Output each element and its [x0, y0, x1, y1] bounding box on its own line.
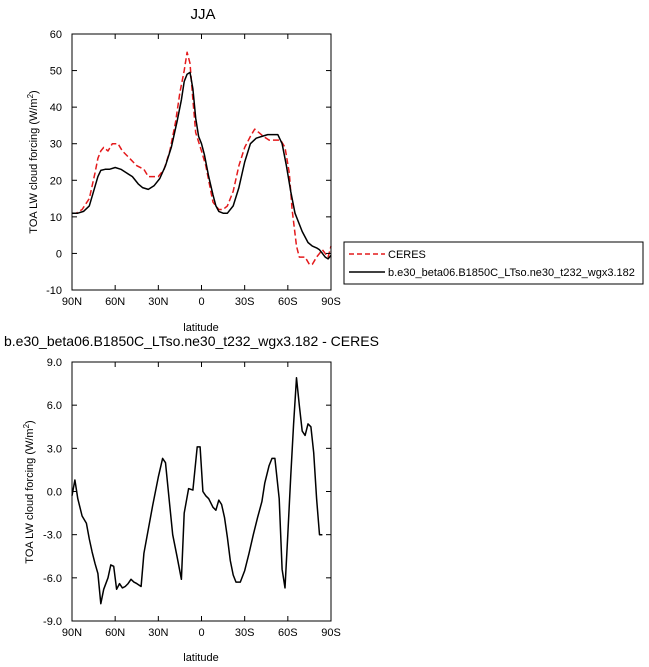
top-x-tick-label: 0 — [198, 296, 204, 308]
top-plot-area — [72, 51, 332, 266]
top-y-tick-label: 60 — [50, 29, 62, 41]
bottom-x-tick-label: 60N — [105, 627, 125, 639]
legend-box — [343, 241, 644, 285]
top-y-axis-label: TOA LW cloud forcing (W/m2) — [26, 90, 40, 233]
bottom-y-tick-label: -6.0 — [43, 573, 62, 585]
bottom-y-axis: -9.0 -6.0 -3.0 0.0 3.0 6.0 9.0 — [43, 357, 331, 628]
bottom-chart: b.e30_beta06.B1850C_LTso.ne30_t232_wgx3.… — [4, 333, 379, 664]
top-y-tick-label: -10 — [46, 285, 62, 297]
legend-label-model: b.e30_beta06.B1850C_LTso.ne30_t232_wgx3.… — [388, 267, 635, 279]
legend-label-ceres: CERES — [388, 249, 426, 261]
top-y-tick-label: 0 — [56, 248, 62, 260]
bottom-y-tick-label: 6.0 — [47, 400, 62, 412]
top-x-tick-label: 90S — [321, 296, 341, 308]
bottom-x-tick-label: 0 — [198, 627, 204, 639]
bottom-plot-frame — [71, 361, 332, 622]
top-series-line-1 — [72, 71, 332, 260]
bottom-x-tick-label: 90N — [62, 627, 82, 639]
bottom-x-tick-label: 30N — [148, 627, 168, 639]
top-x-tick-label: 60N — [105, 296, 125, 308]
top-y-tick-label: 20 — [50, 175, 62, 187]
top-y-tick-label: 30 — [50, 139, 62, 151]
top-series-line-0 — [72, 51, 332, 266]
top-x-tick-label: 30S — [235, 296, 255, 308]
top-chart: JJA 90N 60N 30N 0 30S 60S 90S -10 0 10 20 30 40 50 60… — [26, 6, 341, 334]
top-x-axis-label: latitude — [183, 322, 218, 334]
bottom-y-tick-label: -3.0 — [43, 530, 62, 542]
bottom-y-tick-label: 0.0 — [47, 487, 62, 499]
top-y-axis: -10 0 10 20 30 40 50 60 — [46, 29, 331, 297]
top-x-tick-label: 60S — [278, 296, 298, 308]
bottom-y-tick-label: -9.0 — [43, 616, 62, 628]
top-x-tick-label: 30N — [148, 296, 168, 308]
top-y-tick-label: 10 — [50, 212, 62, 224]
bottom-x-tick-label: 30S — [235, 627, 255, 639]
bottom-y-tick-label: 3.0 — [47, 443, 62, 455]
bottom-series-line-0 — [71, 377, 323, 605]
top-x-axis: 90N 60N 30N 0 30S 60S 90S — [62, 34, 341, 308]
bottom-chart-title: b.e30_beta06.B1850C_LTso.ne30_t232_wgx3.… — [4, 333, 379, 349]
legend: CERES b.e30_beta06.B1850C_LTso.ne30_t232… — [343, 241, 644, 285]
bottom-x-tick-label: 60S — [278, 627, 298, 639]
top-plot-frame — [71, 33, 332, 291]
bottom-y-tick-label: 9.0 — [47, 357, 62, 369]
top-y-tick-label: 40 — [50, 102, 62, 114]
bottom-x-axis-label: latitude — [183, 652, 218, 664]
top-chart-title: JJA — [190, 6, 215, 23]
top-y-tick-label: 50 — [50, 66, 62, 78]
bottom-plot-area — [71, 377, 323, 605]
bottom-x-tick-label: 90S — [321, 627, 341, 639]
bottom-y-axis-label: TOA LW cloud forcing (W/m2) — [22, 420, 36, 563]
bottom-x-axis: 90N 60N 30N 0 30S 60S 90S — [62, 362, 341, 639]
top-x-tick-label: 90N — [62, 296, 82, 308]
